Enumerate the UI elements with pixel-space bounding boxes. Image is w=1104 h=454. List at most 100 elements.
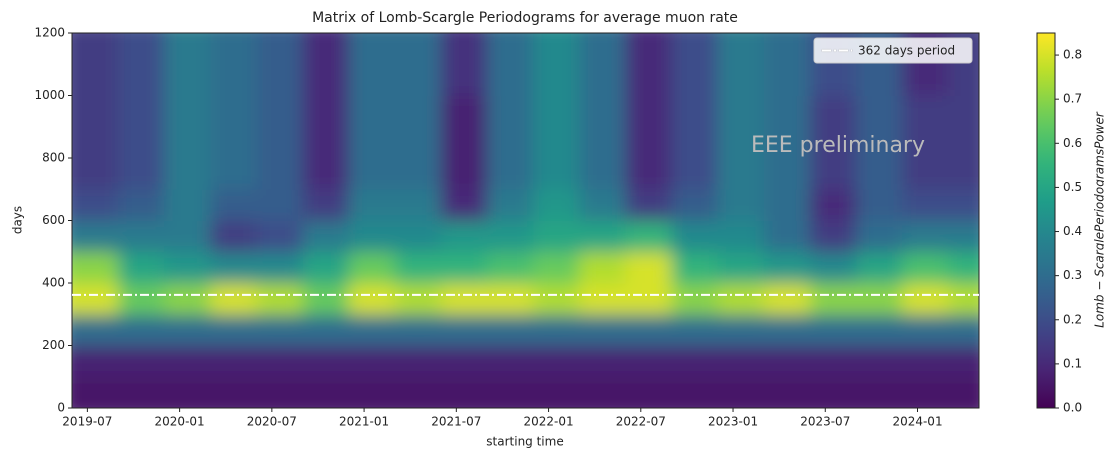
heat-cell xyxy=(718,314,765,346)
x-tick-label: 2021-01 xyxy=(339,415,389,429)
heat-cell xyxy=(625,346,672,378)
heat-cell xyxy=(395,189,442,221)
heat-cell xyxy=(948,221,991,253)
heat-cell xyxy=(60,314,119,346)
heat-cell xyxy=(256,346,303,378)
heat-cell xyxy=(764,252,811,284)
heat-cell xyxy=(395,346,442,378)
heat-cell xyxy=(810,64,857,96)
heat-cell xyxy=(256,21,303,65)
heat-cell xyxy=(856,221,903,253)
heat-cell xyxy=(303,252,350,284)
heat-cell xyxy=(256,127,303,159)
heat-cell xyxy=(349,189,396,221)
heat-cell xyxy=(672,221,719,253)
heat-cell xyxy=(441,252,488,284)
heat-cell xyxy=(533,189,580,221)
heat-cell xyxy=(164,127,211,159)
y-tick-label: 1000 xyxy=(34,88,65,102)
heat-cell xyxy=(764,21,811,65)
heat-cell xyxy=(672,252,719,284)
heat-cell xyxy=(164,314,211,346)
heat-cell xyxy=(303,189,350,221)
colorbar-tick-label: 0.3 xyxy=(1063,268,1082,282)
heat-cell xyxy=(118,96,165,128)
heat-cell xyxy=(60,96,119,128)
heat-cell xyxy=(118,127,165,159)
heat-cell xyxy=(902,314,949,346)
heat-cell xyxy=(256,314,303,346)
x-tick-label: 2019-07 xyxy=(62,415,112,429)
heat-cell xyxy=(718,21,765,65)
colorbar-tick-label: 0.7 xyxy=(1063,92,1082,106)
heat-cell xyxy=(625,189,672,221)
heat-cell xyxy=(856,283,903,315)
heat-cell xyxy=(60,252,119,284)
heatmap xyxy=(60,21,992,421)
heat-cell xyxy=(718,221,765,253)
heat-cell xyxy=(902,189,949,221)
heat-cell xyxy=(764,96,811,128)
heat-cell xyxy=(856,64,903,96)
heat-cell xyxy=(210,158,257,190)
heat-cell xyxy=(441,21,488,65)
heat-cell xyxy=(718,283,765,315)
heat-cell xyxy=(395,21,442,65)
heat-cell xyxy=(533,21,580,65)
heat-cell xyxy=(210,127,257,159)
heat-cell xyxy=(672,64,719,96)
heat-cell xyxy=(395,314,442,346)
heat-cell xyxy=(395,283,442,315)
heat-cell xyxy=(487,283,534,315)
heat-cell xyxy=(487,314,534,346)
heat-cell xyxy=(441,314,488,346)
heat-cell xyxy=(303,221,350,253)
heat-cell xyxy=(349,21,396,65)
heat-cell xyxy=(256,64,303,96)
heat-cell xyxy=(810,96,857,128)
heat-cell xyxy=(948,283,991,315)
heat-cell xyxy=(256,221,303,253)
heat-cell xyxy=(764,346,811,378)
heat-cell xyxy=(210,21,257,65)
colorbar-label: Lomb − ScarglePeriodogramsPower xyxy=(1093,111,1104,328)
colorbar-tick-label: 0.8 xyxy=(1063,48,1082,62)
heat-cell xyxy=(60,21,119,65)
heat-cell xyxy=(210,252,257,284)
heat-cell xyxy=(303,21,350,65)
x-tick-label: 2020-07 xyxy=(247,415,297,429)
heat-cell xyxy=(164,346,211,378)
heat-cell xyxy=(349,158,396,190)
heat-cell xyxy=(579,252,626,284)
heat-cell xyxy=(902,64,949,96)
heat-cell xyxy=(718,158,765,190)
heat-cell xyxy=(210,64,257,96)
heat-cell xyxy=(164,96,211,128)
x-tick-label: 2022-07 xyxy=(616,415,666,429)
heat-cell xyxy=(303,64,350,96)
colorbar-tick-label: 0.4 xyxy=(1063,224,1082,238)
heat-cell xyxy=(487,64,534,96)
y-tick-label: 0 xyxy=(57,401,65,415)
heat-cell xyxy=(487,158,534,190)
heat-cell xyxy=(579,158,626,190)
heat-cell xyxy=(256,96,303,128)
heat-cell xyxy=(164,283,211,315)
heat-cell xyxy=(60,64,119,96)
heat-cell xyxy=(60,189,119,221)
heat-cell xyxy=(764,314,811,346)
heat-cell xyxy=(948,127,991,159)
heat-cell xyxy=(533,283,580,315)
heat-cell xyxy=(395,64,442,96)
heat-cell xyxy=(303,127,350,159)
y-tick-label: 600 xyxy=(42,213,65,227)
colorbar xyxy=(1037,33,1055,408)
heat-cell xyxy=(210,96,257,128)
colorbar-tick-label: 0.0 xyxy=(1063,401,1082,415)
heat-cell xyxy=(579,127,626,159)
heat-cell xyxy=(118,283,165,315)
heat-cell xyxy=(948,252,991,284)
heat-cell xyxy=(303,158,350,190)
heat-cell xyxy=(118,64,165,96)
heat-cell xyxy=(948,96,991,128)
